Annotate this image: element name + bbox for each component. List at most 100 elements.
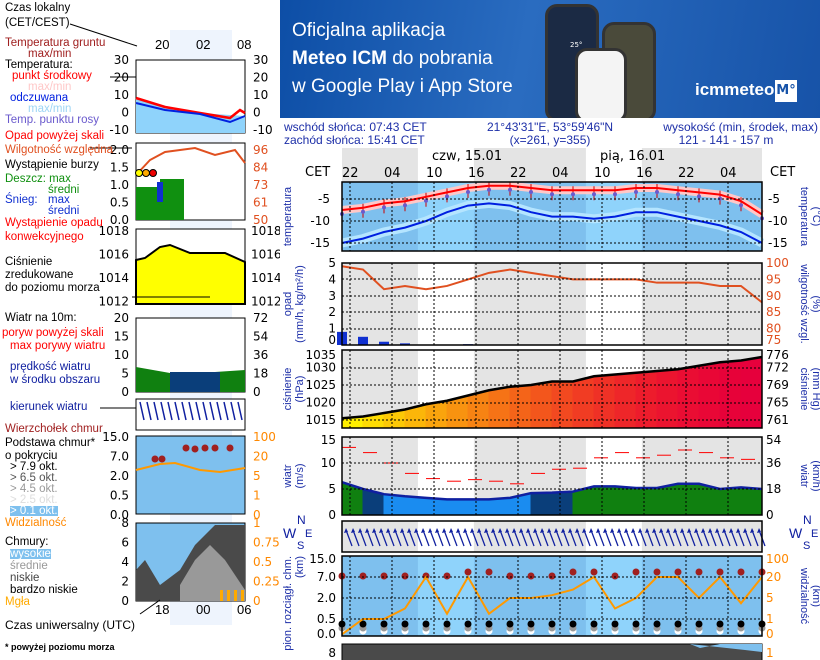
hour-label: 16 [636,166,653,181]
temp-tick: -10 [310,214,330,228]
wind-arrow [646,529,654,547]
wind-arrow-head [680,528,684,533]
mini-wind-arrow [139,401,145,421]
wind-arrow [534,529,542,547]
temp-tick-right: -15 [768,236,788,250]
wind-arrow [527,529,535,547]
wind-arrow-head [533,528,537,533]
mini-tick: 1 [253,489,261,503]
mini-wind-arrow [167,401,173,421]
legend-vlow: bardzo niskie [10,584,78,596]
wind-arrow [639,529,647,547]
cloud-base-dot [695,620,703,628]
legend-okt-0: > 7.9 okt. [10,461,58,473]
pressure-mmhg-tick: 765 [766,396,789,410]
visibility-tick: 1 [766,612,774,626]
wind-speed-area [719,486,742,516]
wind-arrow-head [750,528,754,533]
temp-axis-label-right-text: (°C) [810,206,820,227]
wind-arrow-head [386,528,390,533]
legend-sample-chart: 3020100-103020100-102.01.51.00.50.096847… [69,23,280,625]
mini-cloudtop-dot [211,444,219,452]
mini-storm-dot [149,169,157,177]
legend-leader-line [139,599,161,615]
wind-arrow [590,529,598,547]
wind-arrow-head [708,528,712,533]
banner-line3: w Google Play i App Store [292,76,513,97]
mini-tick: 1.0 [110,178,129,192]
mini-tick: 5 [253,469,261,483]
wind-arrow-head [645,528,649,533]
wind-axis-label: wiatr (m/s) [282,437,306,515]
wind-speed-area [551,491,574,516]
wind-arrow [604,529,612,547]
hour-label: 04 [552,166,569,181]
legend-utc_hours-1: 00 [196,602,211,617]
wind-speed-area [404,495,427,516]
wind-arrow [702,529,710,547]
mini-tick: 7.0 [110,450,129,464]
banner-line2: do pobrania [387,48,493,69]
mini-tick: 0 [253,106,261,120]
wind-arrow-head [393,528,397,533]
wind-arrow [723,529,731,547]
wind-arrow-head [554,528,558,533]
mini-snow-bar [157,182,163,202]
wind-arrow [373,529,381,547]
cloud-type-panel [341,643,763,660]
wind-arrow-head [358,528,362,533]
precip-tick: 2 [328,305,336,319]
legend-local_time2: (CET/CEST) [5,17,70,29]
banner-app-name: Meteo ICM [292,48,387,69]
cloud-base-dot [611,620,619,628]
mini-tick: 0 [253,385,261,399]
wind-arrow-head [694,528,698,533]
legend-feels: odczuwana [10,92,69,104]
mini-tick: -10 [253,123,273,137]
legend-storm: Wystąpienie burzy [5,159,99,171]
mini-tick: 10 [114,348,129,362]
wind-speed-line [341,481,763,501]
pressure-area [488,386,511,429]
legend-local_time: Czas lokalny [5,2,71,14]
pressure-axis-label-text: (hPa) [294,375,306,403]
wind-arrow [625,529,633,547]
wind-arrow [443,529,451,547]
pressure-mmhg-axis-label-text: ciśnienie [798,367,810,411]
mini-wind-arrow [230,401,236,421]
legend-cloud_top: Wierzchołek chmur [5,423,103,435]
wind-tick: 5 [328,482,336,496]
wind-arrow [709,529,717,547]
wind-kmh-tick: 0 [766,508,774,522]
mini-wind-arrow [223,401,229,421]
wind-arrow [352,529,360,547]
wind-speed-area [677,483,700,516]
wind-arrow [569,529,577,547]
mini-fog-bar [234,590,237,601]
compass-left-s: S [297,540,305,552]
wind-tick: 0 [328,508,336,522]
dew-point-dot [571,192,575,197]
wind-arrow [611,529,619,547]
wind-arrow-head [351,528,355,533]
humidity-axis-label-text: wilgotność wzgl. [798,264,810,344]
visibility-tick: 5 [766,591,774,605]
precip-tick: 4 [328,272,336,286]
temp-tick: -5 [318,192,330,206]
mini-tick: 1.5 [110,161,129,175]
mini-rain-bar [136,187,160,220]
wind-arrow-head [603,528,607,533]
legend-clouds: Chmury: [5,536,49,548]
hour-label: 22 [678,166,695,181]
mini-tick: 2.0 [110,469,129,483]
visibility-axis-label-text: widzialność [798,567,810,625]
wind-arrow [450,529,458,547]
wind-speed-area [593,485,616,516]
dew-point-dot [529,190,533,194]
cloud-top-dot [464,568,472,576]
app-promo-banner[interactable]: Oficjalna aplikacja Meteo ICM do pobrani… [280,0,820,118]
wind-arrow-head [561,528,565,533]
cloud-top-dot [527,572,535,580]
cloud-extent-axis-label-text: (km) [294,556,306,578]
mini-tick: 0.5 [253,555,272,569]
